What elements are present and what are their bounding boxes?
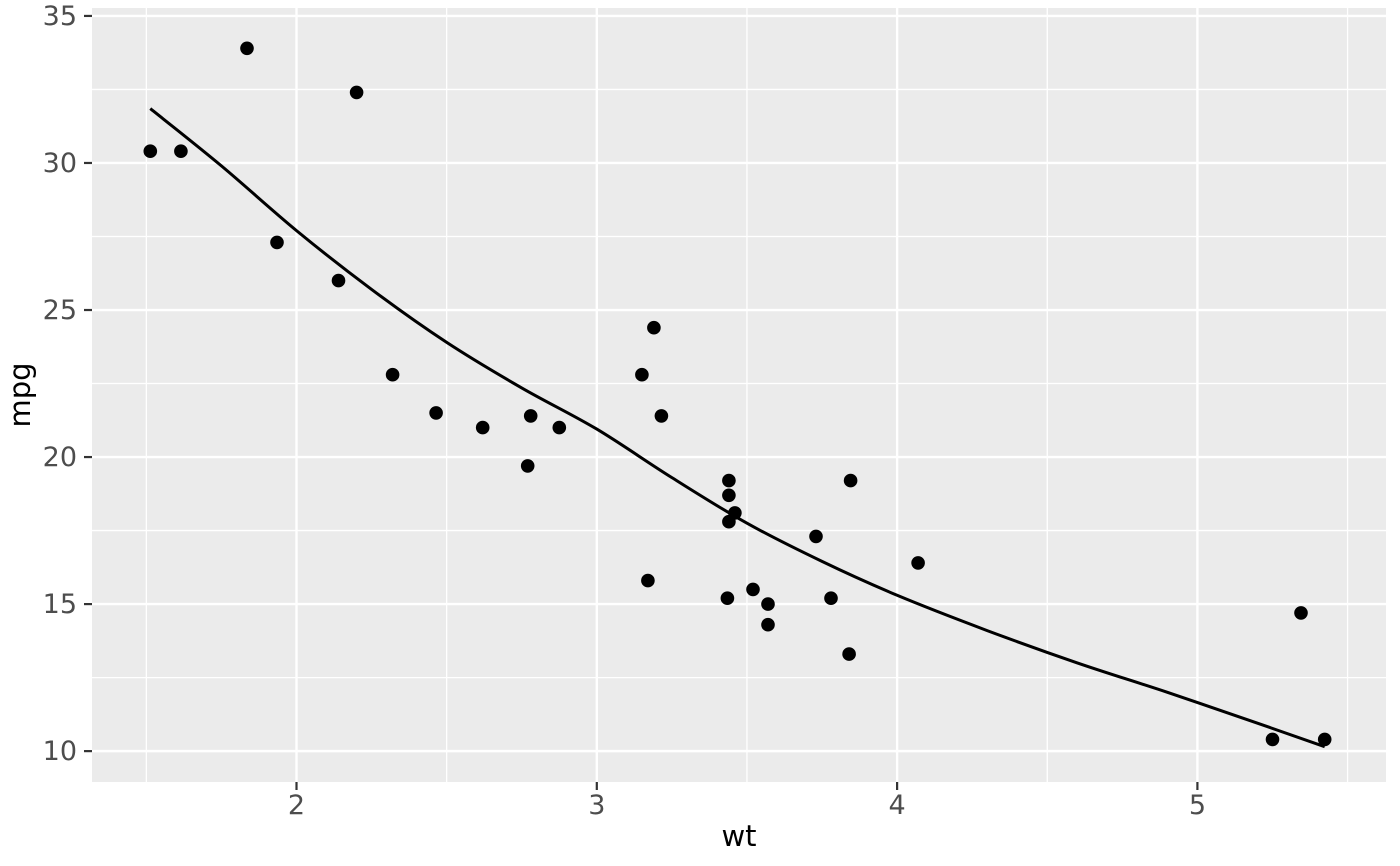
y-tick-label: 25 [43, 295, 77, 326]
data-point [761, 597, 775, 611]
data-point [475, 420, 490, 435]
x-tick-label: 3 [588, 790, 605, 821]
smooth-line-layer [149, 107, 1326, 749]
data-point [331, 273, 346, 288]
y-axis-title: mpg [3, 362, 37, 427]
data-point [385, 367, 400, 382]
data-point [722, 488, 736, 503]
x-tick-label: 2 [288, 790, 305, 821]
data-point [523, 409, 538, 423]
data-point [746, 582, 760, 597]
data-point [270, 235, 284, 250]
smooth-trend-line [149, 107, 1326, 749]
data-point [552, 420, 567, 435]
data-point [843, 473, 858, 488]
data-point [654, 409, 669, 423]
data-point [722, 473, 736, 488]
axis-ticks-layer [84, 14, 1199, 790]
data-point [1294, 606, 1308, 620]
data-point [761, 617, 775, 632]
y-tick-label: 30 [43, 148, 77, 179]
data-point [647, 320, 661, 335]
data-point [720, 591, 735, 605]
data-point [911, 556, 925, 570]
y-tick-label: 15 [43, 589, 77, 620]
data-point [722, 514, 736, 529]
data-point [520, 459, 535, 473]
x-tick-label: 4 [889, 790, 906, 821]
data-point [635, 367, 649, 382]
x-axis-title: wt [721, 819, 756, 853]
grid-major-layer [92, 8, 1386, 782]
grid-minor-layer [92, 8, 1386, 782]
data-point [240, 41, 254, 56]
data-point [842, 647, 856, 661]
data-point [1317, 732, 1332, 747]
data-point [143, 144, 158, 158]
y-tick-label: 10 [43, 736, 77, 767]
data-point [429, 406, 443, 420]
data-point [174, 144, 188, 158]
tick-labels-layer: 2 3 4 5 10 15 20 25 30 35 [43, 1, 1206, 821]
data-point [641, 573, 655, 588]
data-point [1265, 732, 1280, 747]
y-tick-label: 20 [43, 442, 77, 473]
data-point [349, 85, 364, 100]
data-point [824, 591, 838, 605]
data-point [809, 529, 823, 544]
x-tick-label: 5 [1189, 790, 1206, 821]
plot-panel-layer [92, 8, 1386, 782]
points-layer [143, 41, 1332, 747]
plot-panel [92, 8, 1386, 782]
y-tick-label: 35 [43, 1, 77, 32]
